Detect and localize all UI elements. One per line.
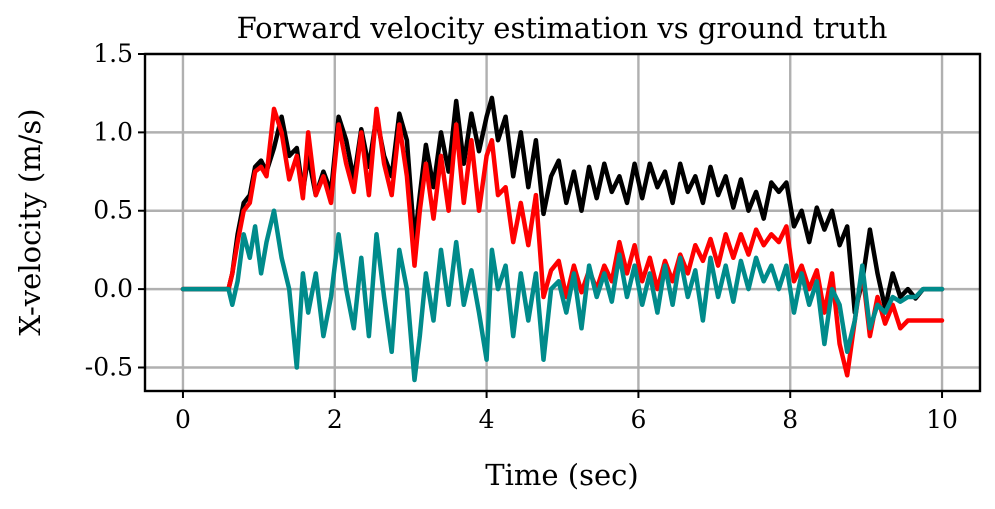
x-tick-label: 0 [175,405,191,434]
x-axis-label: Time (sec) [485,458,638,492]
chart-title: Forward velocity estimation vs ground tr… [237,11,888,45]
y-axis-label: X-velocity (m/s) [13,108,47,335]
y-tick-label: 0.5 [93,196,133,225]
y-tick-label: -0.5 [85,352,133,381]
x-tick-label: 2 [327,405,343,434]
series-line-estimate-1 [180,106,945,378]
x-tick-label: 6 [630,405,646,434]
series-group [180,95,945,383]
tick-labels: 0 2 4 6 8 10 -0.5 0.0 0.5 1.0 1.5 [85,39,958,434]
x-tick-label: 10 [926,405,958,434]
y-tick-label: 0.0 [93,274,133,303]
y-tick-label: 1.0 [93,117,133,146]
x-tick-label: 8 [782,405,798,434]
y-tick-label: 1.5 [93,39,133,68]
axis-ticks [138,53,944,398]
plot-frame [143,52,982,393]
series-line-estimate-2 [180,208,945,383]
x-tick-label: 4 [479,405,495,434]
